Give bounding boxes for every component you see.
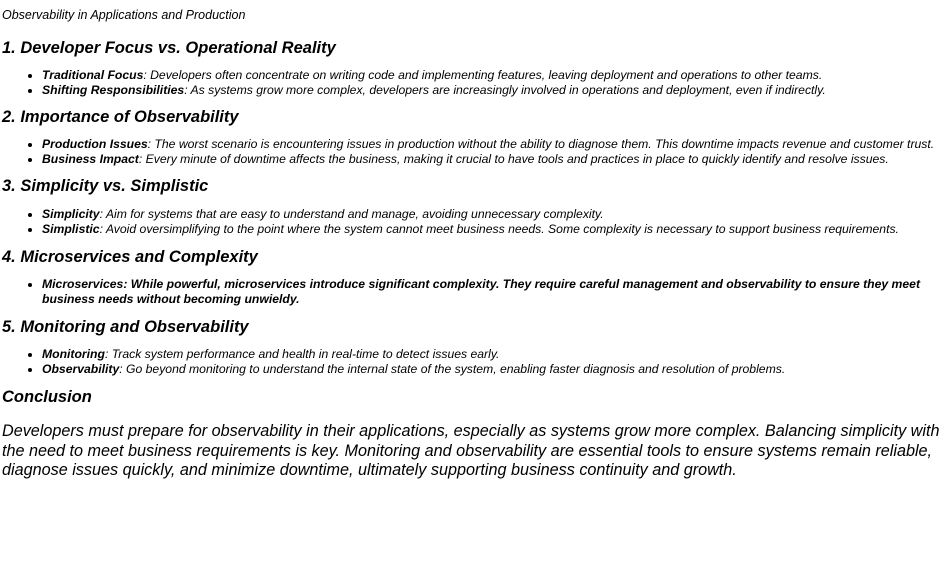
- section-list-microservices: Microservices: While powerful, microserv…: [2, 277, 948, 306]
- section-heading-microservices: 4. Microservices and Complexity: [2, 248, 258, 266]
- item-text: : Go beyond monitoring to understand the…: [119, 361, 786, 376]
- list-item: Observability: Go beyond monitoring to u…: [42, 362, 948, 377]
- item-text: : Aim for systems that are easy to under…: [99, 207, 604, 221]
- section-heading-importance: 2. Importance of Observability: [2, 108, 239, 126]
- item-term: Simplicity: [42, 207, 100, 221]
- section-heading-simplicity: 3. Simplicity vs. Simplistic: [2, 177, 209, 195]
- conclusion-heading: Conclusion: [2, 388, 92, 406]
- item-text: : Developers often concentrate on writin…: [143, 68, 823, 82]
- item-text: : As systems grow more complex, develope…: [184, 82, 826, 97]
- section-heading-developer-focus: 1. Developer Focus vs. Operational Reali…: [2, 39, 336, 57]
- conclusion-paragraph: Developers must prepare for observabilit…: [2, 422, 940, 479]
- item-term: Traditional Focus: [42, 68, 144, 82]
- document-title: Observability in Applications and Produc…: [2, 8, 246, 22]
- item-text: : Every minute of downtime affects the b…: [138, 151, 889, 166]
- list-item: Simplistic: Avoid oversimplifying to the…: [42, 222, 948, 237]
- item-term: Simplistic: [42, 221, 100, 236]
- section-list-simplicity: Simplicity: Aim for systems that are eas…: [2, 207, 948, 236]
- item-term: Production Issues: [42, 137, 148, 151]
- section-list-developer-focus: Traditional Focus: Developers often conc…: [2, 68, 948, 97]
- item-text: : Avoid oversimplifying to the point whe…: [99, 221, 899, 236]
- list-item: Production Issues: The worst scenario is…: [42, 137, 948, 152]
- item-term: Shifting Responsibilities: [42, 82, 185, 97]
- list-item: Shifting Responsibilities: As systems gr…: [42, 83, 948, 98]
- item-term: Business Impact: [42, 151, 139, 166]
- list-item: Monitoring: Track system performance and…: [42, 347, 948, 362]
- item-term: Monitoring: [42, 347, 105, 361]
- section-list-importance: Production Issues: The worst scenario is…: [2, 137, 948, 166]
- item-text: : The worst scenario is encountering iss…: [147, 137, 935, 151]
- item-text: : While powerful, microservices introduc…: [42, 277, 921, 306]
- item-term: Observability: [42, 361, 120, 376]
- list-item: Business Impact: Every minute of downtim…: [42, 152, 948, 167]
- document-page: Observability in Applications and Produc…: [0, 0, 948, 481]
- section-heading-monitoring: 5. Monitoring and Observability: [2, 318, 249, 336]
- section-list-monitoring: Monitoring: Track system performance and…: [2, 347, 948, 376]
- list-item: Microservices: While powerful, microserv…: [42, 277, 948, 306]
- list-item: Simplicity: Aim for systems that are eas…: [42, 207, 948, 222]
- item-term: Microservices: [42, 277, 124, 291]
- item-text: : Track system performance and health in…: [104, 347, 500, 361]
- list-item: Traditional Focus: Developers often conc…: [42, 68, 948, 83]
